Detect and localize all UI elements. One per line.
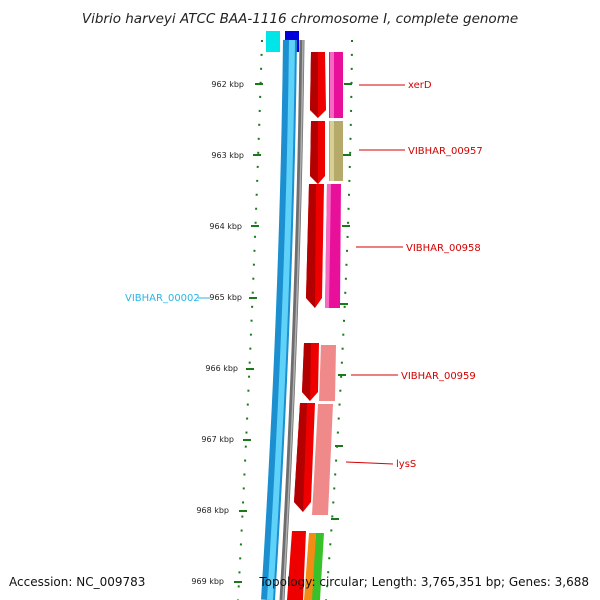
tick-label-965: 965 kbp: [209, 293, 242, 302]
gene-label-vibhar-00002[interactable]: VIBHAR_00002: [125, 293, 200, 304]
gene-label-vibhar-00959[interactable]: VIBHAR_00959: [401, 371, 476, 382]
pink-feature-00959: [319, 345, 336, 401]
red-gene-shade: [310, 121, 318, 184]
red-gene-shade: [306, 184, 316, 308]
magenta-highlight: [330, 52, 334, 118]
tick-marks: [234, 83, 263, 583]
pink-feature-lysS: [312, 404, 333, 515]
tick-label-968: 968 kbp: [196, 506, 229, 515]
dotted-scale-ruler: [237, 39, 263, 600]
red-gene-shade: [294, 403, 307, 512]
magenta-highlight: [325, 184, 331, 308]
topology-text: Topology: circular; Length: 3,765,351 bp…: [258, 575, 589, 589]
olive-highlight: [330, 121, 334, 181]
label-leader-lines: [345, 84, 405, 465]
gene-label-vibhar-00957[interactable]: VIBHAR_00957: [408, 146, 483, 157]
gene-label-xerD[interactable]: xerD: [408, 80, 432, 91]
tick-label-964: 964 kbp: [209, 222, 242, 231]
gene-label-lysS[interactable]: lysS: [396, 459, 416, 470]
tick-label-967: 967 kbp: [201, 435, 234, 444]
tick-label-963: 963 kbp: [211, 151, 244, 160]
map-title: Vibrio harveyi ATCC BAA-1116 chromosome …: [82, 11, 518, 27]
gray-backbone-arc: [279, 39, 305, 600]
red-gene-shade: [310, 52, 318, 118]
red-gene-shade: [302, 343, 311, 401]
tick-label-966: 966 kbp: [205, 364, 238, 373]
tick-label-969: 969 kbp: [191, 577, 224, 586]
cyan-feature-block: [266, 31, 280, 52]
gene-label-vibhar-00958[interactable]: VIBHAR_00958: [406, 243, 481, 254]
outer-tick-marks: [331, 83, 352, 520]
tick-label-962: 962 kbp: [211, 80, 244, 89]
green-feature: [312, 533, 324, 600]
cyan-sequence-arc: [261, 39, 297, 600]
red-gene-arrow: [287, 531, 306, 600]
accession-text: Accession: NC_009783: [9, 575, 145, 589]
